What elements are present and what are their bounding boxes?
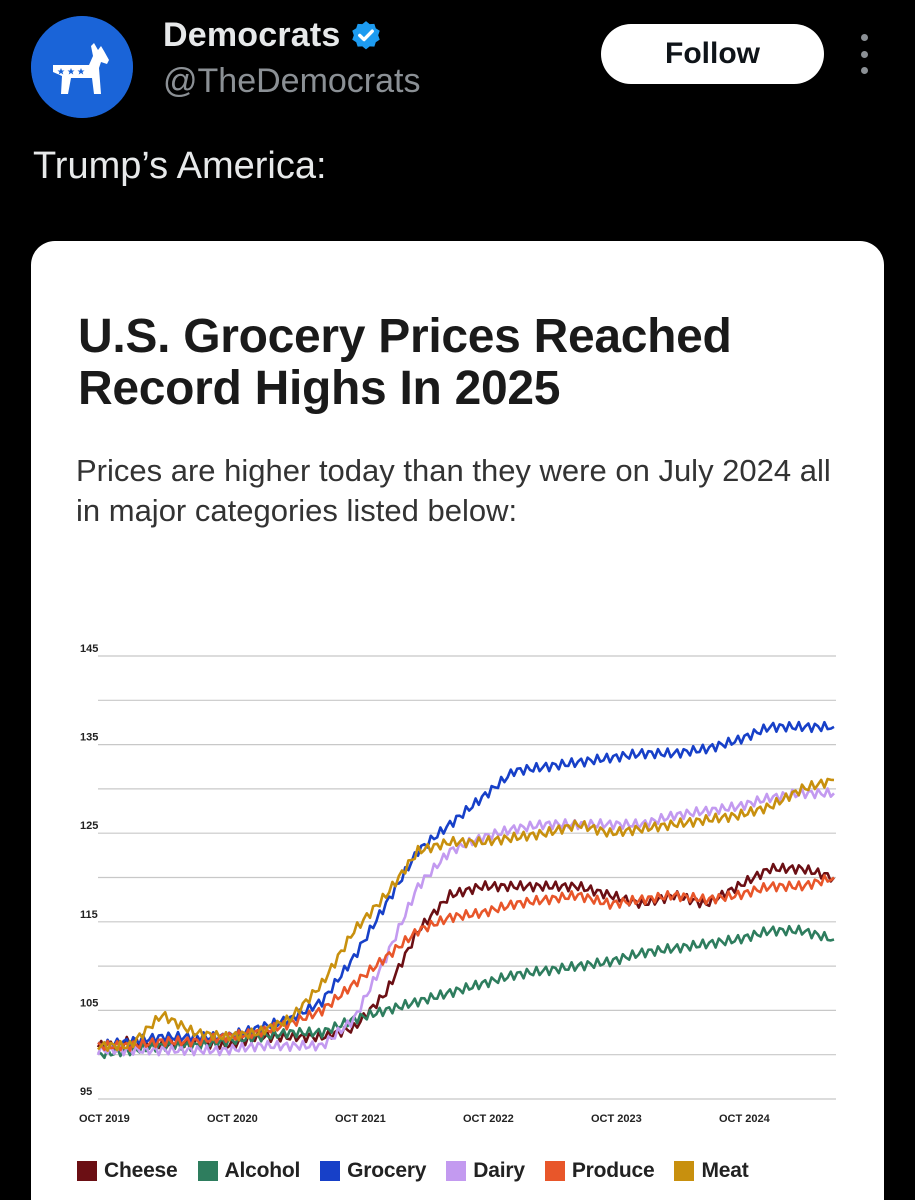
y-tick-labels: 95 105 115 125 135 145: [80, 643, 98, 1098]
follow-button[interactable]: Follow: [601, 24, 824, 84]
legend-label: Grocery: [347, 1159, 427, 1182]
chart-legend: Cheese Alcohol Grocery Dairy Produce Meat: [77, 1159, 768, 1183]
y-tick-label: 95: [80, 1086, 92, 1098]
series-line-meat: [97, 777, 835, 1053]
donkey-logo-icon: [31, 16, 133, 118]
y-tick-label: 135: [80, 732, 98, 744]
legend-item-alcohol: Alcohol: [197, 1159, 301, 1183]
more-vertical-icon[interactable]: [847, 34, 881, 74]
x-tick-label: OCT 2022: [463, 1113, 514, 1125]
legend-item-cheese: Cheese: [77, 1159, 178, 1183]
y-tick-label: 105: [80, 997, 98, 1009]
legend-swatch: [197, 1161, 218, 1181]
series-line-grocery: [97, 720, 835, 1051]
legend-swatch: [674, 1161, 695, 1181]
legend-label: Alcohol: [224, 1159, 301, 1182]
chart-subtitle: Prices are higher today than they were o…: [76, 453, 831, 528]
verified-badge-icon: [351, 20, 380, 49]
post-header: Democrats @TheDemocrats Follow: [0, 0, 915, 130]
legend-swatch: [544, 1161, 565, 1181]
legend-swatch: [77, 1161, 97, 1181]
post-text: Trump’s America:: [33, 145, 327, 187]
legend-label: Cheese: [104, 1159, 178, 1182]
chart-series: [96, 720, 836, 1060]
x-tick-labels: OCT 2019 OCT 2020 OCT 2021 OCT 2022 OCT 2023…: [79, 1113, 771, 1125]
legend-item-meat: Meat: [674, 1159, 749, 1183]
display-name[interactable]: Democrats: [163, 16, 341, 54]
chart-title: U.S. Grocery Prices Reached Record Highs…: [78, 310, 732, 415]
chart-grid: [98, 655, 836, 1100]
x-tick-label: OCT 2023: [591, 1113, 642, 1125]
more-dot: [860, 67, 868, 74]
y-tick-label: 125: [80, 820, 98, 832]
legend-item-dairy: Dairy: [446, 1159, 525, 1183]
x-tick-label: OCT 2020: [207, 1113, 258, 1125]
avatar[interactable]: [31, 16, 133, 118]
legend-swatch: [446, 1161, 467, 1181]
x-tick-label: OCT 2021: [335, 1113, 386, 1125]
legend-item-produce: Produce: [544, 1159, 655, 1183]
legend-item-grocery: Grocery: [320, 1159, 426, 1183]
handle[interactable]: @TheDemocrats: [163, 62, 421, 100]
legend-label: Meat: [701, 1159, 749, 1182]
x-tick-label: OCT 2019: [79, 1113, 130, 1125]
display-name-row: Democrats: [163, 16, 383, 55]
legend-swatch: [320, 1161, 341, 1181]
y-tick-label: 145: [80, 643, 98, 655]
media-card[interactable]: U.S. Grocery Prices Reached Record Highs…: [31, 241, 884, 1200]
x-tick-label: OCT 2024: [719, 1113, 771, 1125]
series-line-cheese: [96, 862, 836, 1051]
legend-label: Produce: [571, 1159, 655, 1182]
series-line-produce: [97, 874, 835, 1053]
more-dot: [860, 50, 868, 58]
legend-label: Dairy: [473, 1159, 525, 1182]
y-tick-label: 115: [80, 909, 98, 921]
series-line-alcohol: [97, 924, 835, 1060]
more-dot: [860, 34, 868, 41]
